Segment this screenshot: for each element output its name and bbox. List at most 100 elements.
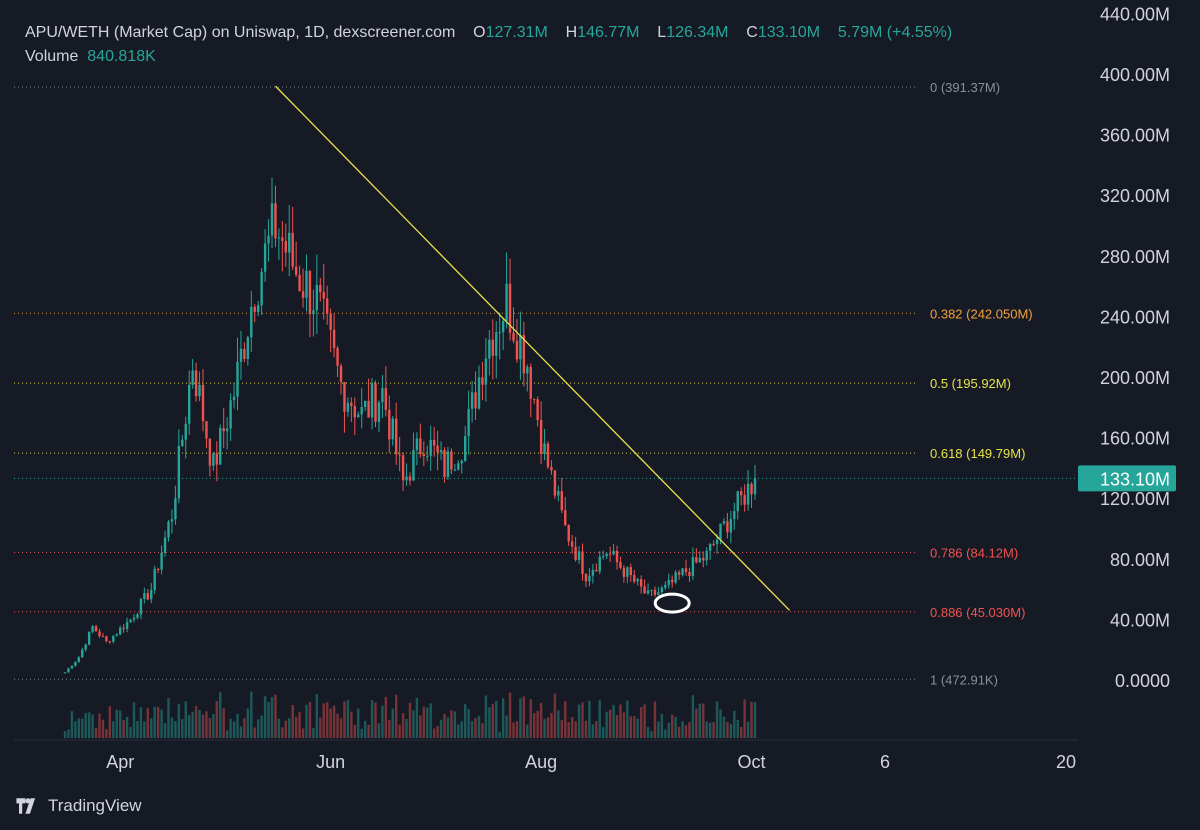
volume-bar xyxy=(115,709,118,738)
candle-body xyxy=(319,285,322,293)
volume-bar xyxy=(84,712,87,738)
volume-bar xyxy=(691,695,695,738)
fib-label-0.786: 0.786 (84.12M) xyxy=(930,546,1018,561)
candle-body xyxy=(167,521,170,538)
candle-body xyxy=(101,636,105,638)
volume-bar xyxy=(384,696,388,738)
symbol-title: APU/WETH (Market Cap) on Uniswap, 1D, de… xyxy=(25,24,456,41)
volume-bar xyxy=(522,696,526,738)
y-tick-label: 320.00M xyxy=(1100,186,1170,206)
volume-bar xyxy=(595,721,598,738)
candle-body xyxy=(446,451,450,478)
fib-label-0.886: 0.886 (45.030M) xyxy=(930,605,1025,620)
volume-bar xyxy=(636,718,639,738)
candle-body xyxy=(746,483,750,505)
volume-bar xyxy=(405,718,408,738)
close-label: C xyxy=(746,24,758,41)
candle-body xyxy=(477,377,481,409)
candle-body xyxy=(257,305,260,312)
volume-bar xyxy=(464,704,467,738)
y-tick-label: 80.00M xyxy=(1110,550,1170,570)
volume-bar xyxy=(288,718,291,738)
tradingview-brand[interactable]: TradingView xyxy=(14,796,142,816)
volume-label: Volume xyxy=(25,48,79,65)
volume-bar xyxy=(598,700,601,738)
candle-body xyxy=(750,483,753,495)
volume-bar xyxy=(198,709,201,738)
candle-body xyxy=(639,579,643,587)
candle-body xyxy=(432,440,436,446)
volume-bar xyxy=(167,698,170,738)
volume-bar xyxy=(457,724,460,738)
brand-name: TradingView xyxy=(48,796,142,815)
volume-bar xyxy=(432,728,436,738)
candle-body xyxy=(212,453,215,466)
volume-bar xyxy=(588,700,591,738)
annotations xyxy=(653,592,691,614)
y-tick-label: 400.00M xyxy=(1100,65,1170,85)
candle-body xyxy=(260,271,263,306)
last-price-badge xyxy=(1078,465,1176,492)
volume-bar xyxy=(312,728,315,738)
volume-bar xyxy=(729,724,733,738)
candle-body xyxy=(602,556,605,558)
volume-bar xyxy=(426,707,429,738)
volume-bar xyxy=(191,711,194,738)
candle-body xyxy=(188,384,191,424)
candle-body xyxy=(301,291,305,298)
volume-bar xyxy=(550,712,553,738)
candle-body xyxy=(495,332,498,356)
volume-bar xyxy=(474,718,477,738)
volume-bar xyxy=(615,715,619,738)
volume-bar xyxy=(570,717,574,738)
volume-bar xyxy=(564,701,567,738)
candle-body xyxy=(232,396,236,401)
low-value: 126.34M xyxy=(666,24,729,41)
candle-body xyxy=(619,562,622,568)
candle-body xyxy=(395,418,398,455)
candle-body xyxy=(526,366,529,374)
volume-bar xyxy=(81,718,84,738)
candle-body xyxy=(657,592,660,595)
candle-body xyxy=(501,320,505,333)
candle-body xyxy=(401,455,405,481)
volume-bar xyxy=(232,721,236,738)
volume-bar xyxy=(495,700,498,738)
candle-body xyxy=(743,495,746,505)
volume-bar xyxy=(319,717,322,738)
volume-bar xyxy=(533,713,536,738)
candle-body xyxy=(522,334,526,374)
candle-body xyxy=(122,627,125,629)
candle-body xyxy=(567,525,570,542)
candle-body xyxy=(74,661,77,666)
volume-bar xyxy=(605,711,608,738)
candle-body xyxy=(674,572,677,583)
volume-bar xyxy=(246,708,250,738)
volume-bar xyxy=(446,717,450,738)
candle-body xyxy=(436,445,439,453)
volume-bar xyxy=(125,716,129,738)
volume-bar xyxy=(339,718,343,738)
candle-body xyxy=(729,519,733,533)
candle-body xyxy=(377,402,381,422)
volume-bar xyxy=(150,718,153,738)
highlight-ellipse xyxy=(653,592,691,614)
candle-body xyxy=(684,568,688,572)
candle-body xyxy=(322,292,325,299)
volume-bar xyxy=(705,721,708,738)
volume-bar xyxy=(381,705,384,738)
volume-bar xyxy=(408,702,412,738)
candle-body xyxy=(357,414,360,418)
volume-bar xyxy=(677,726,681,738)
y-tick-label: 160.00M xyxy=(1100,429,1170,449)
volume-bar xyxy=(357,708,360,738)
volume-bar xyxy=(350,711,353,738)
volume-bar xyxy=(546,717,550,738)
volume-bar xyxy=(322,703,325,738)
volume-bar xyxy=(453,711,457,738)
volume-bar xyxy=(429,703,432,738)
volume-bar xyxy=(643,704,646,738)
candle-body xyxy=(671,579,674,583)
